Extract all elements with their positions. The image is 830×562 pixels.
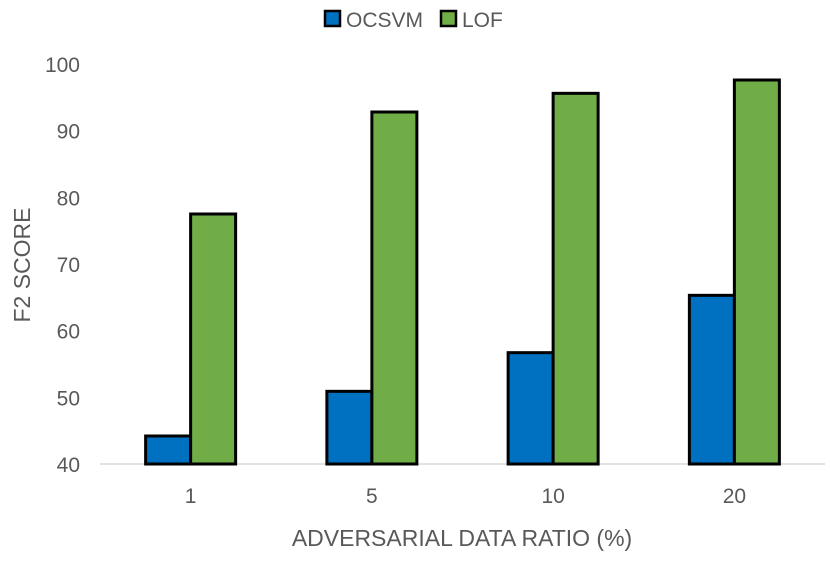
bar-ocsvm-10 — [506, 351, 555, 466]
y-tick-label: 40 — [57, 454, 80, 477]
legend-swatch-lof — [439, 9, 458, 28]
y-tick-label: 90 — [57, 121, 80, 144]
bar-ocsvm-5 — [325, 389, 374, 466]
legend-label-lof: LOF — [462, 9, 503, 32]
y-tick-label: 70 — [57, 254, 80, 277]
bars — [144, 78, 781, 466]
y-axis-title: F2 SCORE — [9, 207, 35, 322]
bar-lof-1 — [189, 212, 238, 466]
x-tick-label: 5 — [366, 485, 378, 508]
y-tick-label: 60 — [57, 321, 80, 344]
y-tick-label: 100 — [45, 54, 80, 77]
x-tick-label: 10 — [541, 485, 564, 508]
bar-lof-10 — [551, 91, 600, 466]
x-tick-label: 20 — [723, 485, 746, 508]
y-tick-label: 50 — [57, 387, 80, 410]
bar-lof-20 — [732, 78, 781, 466]
legend: OCSVM LOF — [323, 9, 503, 32]
x-axis-title: ADVERSARIAL DATA RATIO (%) — [292, 525, 632, 551]
bar-ocsvm-20 — [687, 293, 736, 466]
legend-label-ocsvm: OCSVM — [346, 9, 423, 32]
x-tick-label: 1 — [185, 485, 197, 508]
legend-swatch-ocsvm — [323, 9, 342, 28]
bar-lof-5 — [370, 110, 419, 466]
bar-ocsvm-1 — [144, 434, 193, 466]
y-tick-label: 80 — [57, 187, 80, 210]
